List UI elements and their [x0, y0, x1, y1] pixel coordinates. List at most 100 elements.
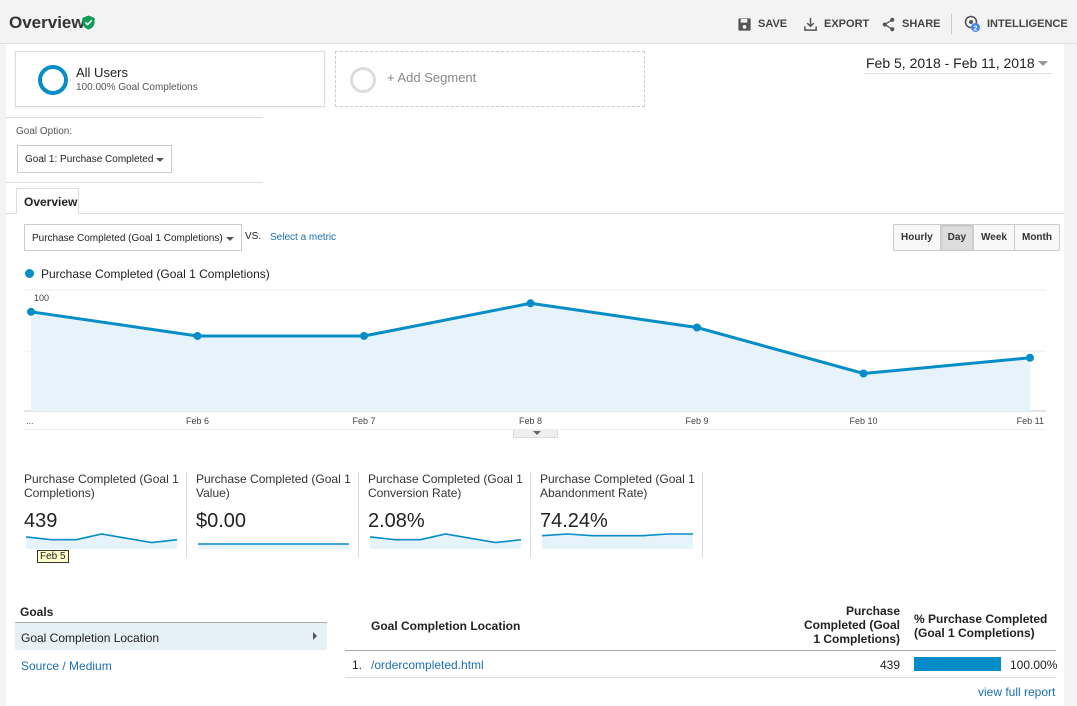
sparkline-value: 74.24%: [540, 510, 608, 532]
goals-heading: Goals: [20, 605, 54, 619]
divider: [6, 182, 263, 183]
tooltip: Feb 5: [37, 550, 69, 563]
chevron-right-icon: [313, 632, 317, 640]
divider: [6, 117, 263, 118]
date-range-label: Feb 5, 2018 - Feb 11, 2018: [866, 55, 1035, 71]
x-tick-label: Feb 8: [519, 416, 542, 426]
sparkline-chart: [25, 533, 178, 549]
sparkline-value: $0.00: [196, 510, 247, 532]
chevron-down-icon: [1038, 61, 1048, 66]
export-label: EXPORT: [824, 18, 870, 30]
table-row-line: [345, 677, 1056, 678]
data-point[interactable]: [693, 323, 701, 332]
sparkline-chart: [541, 533, 693, 549]
granularity-hourly-button[interactable]: Hourly: [894, 225, 941, 250]
download-icon: [804, 17, 817, 31]
x-tick-label: Feb 10: [849, 416, 877, 426]
legend-label: Purchase Completed (Goal 1 Completions): [41, 267, 270, 281]
tab-overview[interactable]: Overview: [16, 188, 79, 214]
data-point[interactable]: [193, 331, 202, 340]
divider: [530, 472, 531, 558]
sparkline-area: [370, 534, 521, 549]
export-button[interactable]: EXPORT: [803, 15, 869, 33]
chart-expand-toggle[interactable]: [513, 430, 558, 438]
data-point[interactable]: [859, 369, 868, 378]
x-tick-label: Feb 9: [685, 416, 708, 426]
toolbar-divider: [951, 14, 952, 34]
tab-bar-line: [6, 213, 1064, 214]
column-header-location: Goal Completion Location: [371, 619, 521, 633]
sparkline-card-conversion-rate[interactable]: Purchase Completed (Goal 1 Conversion Ra…: [368, 472, 538, 558]
data-point[interactable]: [1026, 353, 1034, 362]
sparkline-title: Purchase Completed (Goal 1 Completions): [24, 472, 179, 500]
legend-dot: [25, 269, 34, 278]
page-title: Overview: [9, 13, 85, 32]
row-index: 1.: [352, 658, 363, 672]
share-label: SHARE: [902, 18, 941, 30]
add-segment-button[interactable]: + Add Segment: [335, 51, 645, 107]
goal-option-value: Goal 1: Purchase Completed: [25, 154, 154, 165]
intelligence-button[interactable]: 2 INTELLIGENCE: [963, 15, 1068, 33]
sparkline-chart: [369, 533, 522, 549]
sparkline-title: Purchase Completed (Goal 1 Abandonment R…: [540, 472, 695, 500]
sparkline-card-value[interactable]: Purchase Completed (Goal 1 Value) $0.00: [196, 472, 366, 558]
x-tick-label: ...: [26, 416, 34, 426]
granularity-month-button[interactable]: Month: [1021, 232, 1052, 243]
sparkline-line: [541, 533, 693, 537]
data-point[interactable]: [526, 299, 535, 308]
segment-name: All Users: [76, 65, 129, 80]
goal-option-select[interactable]: Goal 1: Purchase Completed: [17, 145, 172, 173]
sparkline-line: [25, 533, 178, 544]
intelligence-icon: 2: [964, 15, 980, 33]
chevron-down-icon: [226, 237, 234, 241]
row-percent: 100.00%: [1010, 658, 1058, 672]
sparkline-card-abandonment-rate[interactable]: Purchase Completed (Goal 1 Abandonment R…: [540, 472, 710, 558]
sparkline-title: Purchase Completed (Goal 1 Value): [196, 472, 351, 500]
row-percent-bar: [914, 657, 1001, 671]
sparkline-card-completions[interactable]: Purchase Completed (Goal 1 Completions) …: [24, 472, 194, 558]
sparkline-value: 2.08%: [368, 510, 425, 532]
sparkline-chart: [198, 543, 349, 549]
select-metric-link[interactable]: Select a metric: [270, 232, 337, 243]
metric-select-value: Purchase Completed (Goal 1 Completions): [32, 233, 223, 244]
granularity-day-button[interactable]: Day: [940, 225, 975, 250]
data-point[interactable]: [27, 307, 35, 316]
row-completions: 439: [879, 658, 900, 672]
chevron-down-icon: [156, 158, 164, 162]
segment-subtext: 100.00% Goal Completions: [76, 82, 198, 93]
view-full-report-link[interactable]: view full report: [978, 685, 1056, 699]
granularity-week-button[interactable]: Week: [974, 225, 1015, 250]
intelligence-label: INTELLIGENCE: [987, 18, 1068, 30]
metric-select[interactable]: Purchase Completed (Goal 1 Completions): [24, 224, 242, 251]
divider: [358, 472, 359, 558]
sparkline-title: Purchase Completed (Goal 1 Conversion Ra…: [368, 472, 523, 500]
empty-segment-ring-icon: [350, 67, 376, 93]
share-icon: [882, 17, 895, 31]
sparkline-value: 439: [24, 510, 58, 532]
sparkline-area: [26, 534, 177, 549]
data-point[interactable]: [360, 331, 368, 340]
date-range-picker[interactable]: Feb 5, 2018 - Feb 11, 2018: [864, 52, 1052, 74]
sparkline-line: [369, 533, 522, 544]
goals-nav-item-completion-location[interactable]: Goal Completion Location: [15, 622, 327, 650]
segment-ring-icon: [38, 65, 68, 95]
sparkline-area: [198, 544, 349, 549]
goals-nav-item-source-medium[interactable]: Source / Medium: [21, 659, 112, 673]
divider: [702, 472, 703, 558]
sparkline-area: [542, 534, 693, 549]
intelligence-badge: 2: [974, 26, 978, 33]
save-label: SAVE: [758, 18, 788, 30]
add-segment-label: + Add Segment: [387, 70, 477, 85]
share-button[interactable]: SHARE: [881, 15, 941, 33]
save-icon: [738, 17, 751, 31]
divider: [186, 472, 187, 558]
save-button[interactable]: SAVE: [737, 15, 787, 33]
granularity-toggle: Hourly Day Week Month: [893, 224, 1060, 251]
column-header-percent: % Purchase Completed (Goal 1 Completions…: [914, 612, 1048, 640]
vs-label: VS.: [245, 231, 262, 242]
x-tick-label: Feb 7: [352, 416, 375, 426]
row-location-link[interactable]: /ordercompleted.html: [371, 658, 484, 672]
column-header-completions: Purchase Completed (Goal 1 Completions): [803, 604, 900, 646]
segment-all-users[interactable]: All Users 100.00% Goal Completions: [15, 51, 325, 107]
